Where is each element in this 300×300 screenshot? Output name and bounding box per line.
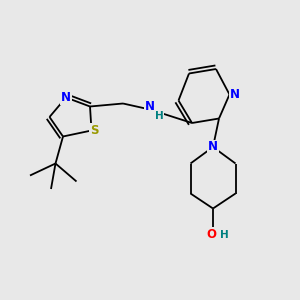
Text: N: N: [61, 91, 71, 104]
Text: S: S: [90, 124, 99, 137]
Text: H: H: [220, 230, 229, 241]
Text: N: N: [145, 100, 155, 113]
Text: N: N: [208, 140, 218, 154]
Text: N: N: [230, 88, 240, 101]
Text: O: O: [206, 227, 217, 241]
Text: H: H: [154, 110, 164, 121]
